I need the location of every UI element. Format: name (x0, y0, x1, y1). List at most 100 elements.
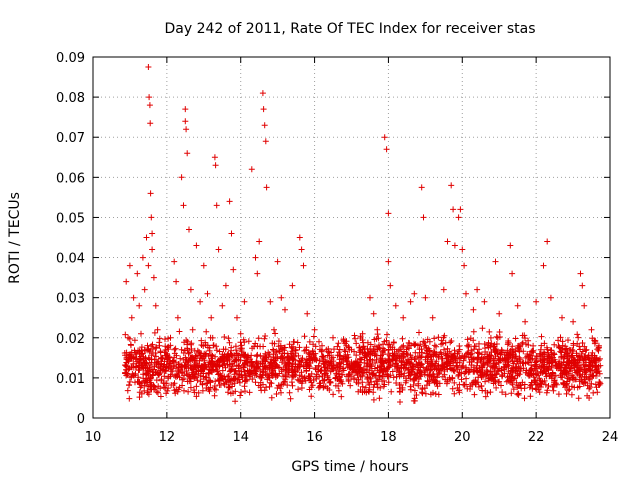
data-point (509, 381, 516, 388)
data-point (438, 341, 445, 348)
data-point (471, 368, 478, 375)
data-point (582, 347, 589, 354)
data-point (510, 386, 517, 393)
data-point (195, 363, 202, 370)
data-point (374, 364, 381, 371)
data-point (406, 372, 413, 379)
data-point (181, 387, 187, 394)
data-point (154, 359, 161, 366)
data-point (343, 357, 350, 364)
data-point (339, 380, 346, 387)
data-point (385, 210, 392, 217)
data-point (514, 391, 521, 398)
data-point (324, 365, 330, 372)
data-point (219, 362, 226, 369)
data-point (475, 383, 482, 390)
data-point (519, 379, 526, 386)
data-point (536, 389, 543, 396)
data-point (412, 341, 419, 348)
data-point (594, 389, 601, 396)
data-point (390, 374, 397, 381)
y-axis-label: ROTI / TECUs (7, 192, 23, 284)
data-point (477, 358, 484, 365)
data-point (219, 302, 226, 309)
data-point (252, 254, 259, 261)
data-point (128, 364, 135, 371)
data-point (309, 347, 316, 354)
data-point (158, 354, 165, 361)
data-point (392, 302, 399, 309)
data-point (237, 330, 244, 337)
data-point (132, 370, 139, 377)
data-point (502, 357, 509, 364)
data-point (352, 335, 359, 342)
data-point (373, 378, 379, 385)
data-point (463, 375, 470, 382)
data-point (485, 344, 492, 351)
data-point (585, 352, 592, 359)
data-point (197, 372, 204, 379)
data-point (221, 334, 228, 340)
data-point (490, 378, 497, 385)
data-point (308, 379, 315, 386)
data-point (509, 352, 516, 359)
data-point (146, 368, 153, 375)
data-point (205, 370, 212, 377)
y-tick-label: 0.03 (56, 292, 85, 307)
data-point (359, 337, 366, 343)
data-point (455, 214, 462, 221)
data-point (378, 352, 384, 359)
data-point (377, 358, 384, 365)
data-point (177, 355, 184, 362)
data-point (597, 380, 604, 387)
data-point (203, 374, 210, 381)
data-point (251, 372, 258, 379)
data-point (556, 344, 563, 351)
data-point (586, 355, 593, 362)
data-point (244, 367, 251, 374)
data-point (290, 368, 297, 375)
data-point (209, 367, 216, 374)
data-point (400, 314, 407, 321)
data-point (487, 334, 494, 341)
data-point (489, 374, 496, 380)
data-point (202, 361, 209, 368)
data-point (222, 282, 229, 289)
data-point (434, 383, 441, 390)
x-tick-label: 22 (528, 430, 545, 445)
data-point (423, 382, 430, 389)
data-point (461, 381, 468, 388)
data-point (537, 350, 544, 357)
data-point (310, 352, 317, 359)
data-point (146, 356, 153, 363)
data-point (176, 384, 183, 391)
data-point (468, 347, 475, 354)
data-point (191, 389, 198, 396)
data-point (544, 387, 551, 394)
data-point (385, 347, 392, 354)
data-point (172, 345, 179, 352)
data-point (470, 328, 477, 335)
data-point (456, 381, 463, 388)
data-point (577, 346, 584, 353)
data-point (132, 379, 138, 386)
data-point (262, 364, 269, 371)
data-point (347, 382, 354, 389)
data-point (206, 359, 213, 366)
data-point (377, 384, 384, 391)
data-point (369, 371, 376, 378)
data-point (370, 396, 377, 403)
data-point (427, 391, 434, 398)
data-point (202, 339, 209, 346)
data-point (356, 355, 363, 362)
data-point (313, 357, 320, 364)
data-point (179, 363, 186, 370)
data-point (143, 234, 150, 241)
data-point (390, 339, 397, 346)
data-point (588, 380, 595, 387)
data-point (489, 364, 496, 371)
data-point (286, 341, 293, 348)
data-point (476, 340, 482, 347)
data-point (518, 385, 525, 392)
data-point (320, 383, 327, 390)
